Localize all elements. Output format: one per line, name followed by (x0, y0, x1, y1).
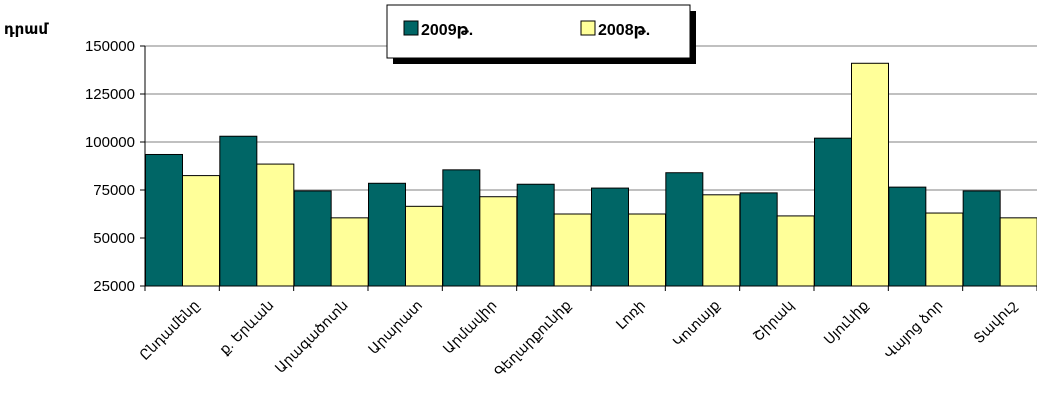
bar-2008-3 (405, 205, 443, 287)
x-category-label: Արարատ (365, 297, 425, 357)
bar-2008-6 (628, 213, 666, 287)
bar-2009-9 (814, 137, 852, 287)
bar-2009-10 (888, 186, 927, 287)
bar-2009-2 (293, 190, 332, 287)
y-tick-label: 125000 (85, 86, 135, 103)
bar-2008-9 (851, 62, 889, 287)
x-category-label: Ընդամենը (136, 297, 202, 363)
x-category-label: Տավուշ (970, 297, 1020, 347)
legend-box (386, 4, 691, 59)
x-category-label: Շիրակ (750, 297, 797, 344)
bar-2009-5 (516, 183, 555, 287)
bar-2009-7 (665, 172, 704, 287)
bar-2009-4 (442, 169, 481, 287)
legend-swatch-2009 (403, 20, 419, 36)
x-category-label: Արագածոտն (272, 297, 351, 376)
x-category-label: Վայոց ձոր (881, 297, 946, 362)
bar-2008-11 (999, 217, 1037, 287)
bar-2008-8 (776, 215, 815, 287)
bar-2008-4 (479, 196, 518, 287)
x-category-label: Գեղարքունիք (491, 297, 574, 380)
y-tick-label: 25000 (93, 278, 135, 295)
legend-label-2009: 2009թ. (421, 22, 473, 39)
y-tick-label: 100000 (85, 134, 135, 151)
legend-swatch-2008 (580, 20, 596, 36)
y-axis-ticks: 150000 125000 100000 75000 50000 25000 (85, 38, 135, 295)
x-category-label: Կոտայք (670, 297, 723, 350)
bar-2009-1 (219, 135, 258, 287)
bar-2008-1 (256, 163, 295, 287)
y-tick-label: 150000 (85, 38, 135, 55)
x-category-label: ք. Երևան (216, 297, 277, 358)
bar-2009-0 (145, 153, 183, 287)
y-tick-label: 75000 (93, 182, 135, 199)
y-tick-label: 50000 (93, 230, 135, 247)
bar-2008-2 (330, 217, 369, 287)
legend-label-2008: 2008թ. (598, 22, 650, 39)
y-axis-label: դրամ (4, 21, 49, 38)
legend: 2009թ. 2008թ. (386, 4, 696, 64)
x-category-label: Արմավիր (440, 297, 500, 357)
bar-2008-0 (182, 175, 220, 287)
bar-2008-7 (702, 194, 741, 287)
bar-2009-3 (368, 182, 406, 287)
bar-2008-10 (925, 212, 964, 287)
x-category-label: Լոռի (613, 297, 649, 333)
bar-2009-8 (739, 192, 778, 287)
bar-2008-5 (553, 213, 592, 287)
bar-2009-6 (591, 187, 629, 287)
x-category-label: Սյունիք (821, 297, 872, 348)
bar-2009-11 (962, 190, 1001, 287)
bars (145, 62, 1037, 287)
